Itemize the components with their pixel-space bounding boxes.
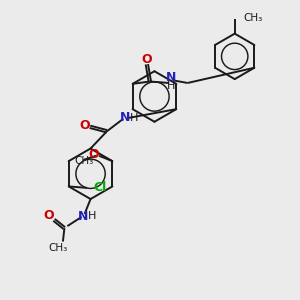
Text: Cl: Cl xyxy=(94,182,107,194)
Text: H: H xyxy=(130,113,139,123)
Text: O: O xyxy=(43,209,54,222)
Text: O: O xyxy=(80,119,90,132)
Text: CH₃: CH₃ xyxy=(243,13,262,23)
Text: O: O xyxy=(142,53,152,66)
Text: N: N xyxy=(120,111,130,124)
Text: N: N xyxy=(166,71,176,84)
Text: H: H xyxy=(88,211,96,221)
Text: CH₃: CH₃ xyxy=(75,156,94,166)
Text: H: H xyxy=(167,81,175,91)
Text: CH₃: CH₃ xyxy=(48,243,67,253)
Text: N: N xyxy=(78,210,88,223)
Text: O: O xyxy=(88,148,99,161)
